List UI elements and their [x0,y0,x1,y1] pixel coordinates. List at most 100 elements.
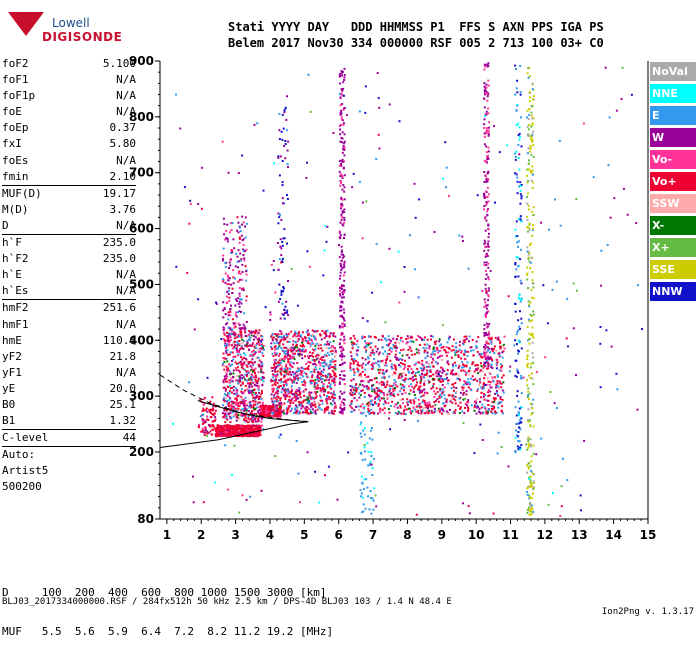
data-point [292,397,295,399]
data-point [277,222,280,225]
data-point [343,403,346,406]
data-point [451,401,454,404]
data-point [308,355,311,357]
data-point [271,390,274,393]
data-point [530,242,533,245]
data-point [527,180,530,183]
data-point [356,399,359,402]
data-point [250,400,253,403]
data-point [417,409,420,412]
data-point [304,339,307,342]
data-point [374,336,377,339]
data-point [314,379,317,382]
data-point [221,278,224,281]
data-point [528,244,531,247]
data-point [277,268,280,271]
data-point [215,301,217,304]
data-point [411,336,414,339]
data-point [285,333,288,336]
data-point [279,330,282,332]
data-point [286,197,289,200]
data-point [228,340,231,342]
data-point [294,346,297,349]
data-point [311,341,314,344]
data-point [223,358,226,361]
data-point [400,386,403,389]
data-point [342,224,345,227]
data-point [227,403,230,406]
data-point [353,342,356,345]
data-point [209,408,212,411]
data-point [341,223,344,226]
data-point [297,348,300,351]
data-point [443,390,446,393]
data-point [382,403,385,406]
data-point [228,287,231,290]
data-point [410,372,413,375]
data-point [461,235,464,238]
data-point [464,373,467,376]
data-point [516,422,519,425]
data-point [247,434,250,437]
data-point [254,378,257,381]
data-point [387,344,390,347]
data-point [452,365,455,368]
data-point [206,432,209,435]
data-point [282,393,285,396]
data-point [387,408,390,410]
data-point [532,452,535,455]
data-point [215,427,218,430]
data-point [279,407,282,410]
data-point [300,374,303,376]
data-point [373,353,375,356]
data-point [520,298,523,301]
data-point [599,342,602,345]
data-point [487,134,490,137]
data-point [255,375,258,378]
data-point [501,389,504,392]
data-point [342,184,345,186]
data-point [233,425,236,428]
data-point [370,351,373,354]
data-point [496,380,499,383]
data-point [342,148,345,151]
data-point [413,268,416,271]
data-point [532,485,535,488]
data-point [418,391,421,394]
data-point [353,358,356,361]
data-point [529,313,532,316]
data-point [203,419,206,422]
data-point [240,388,243,390]
data-point [332,366,335,369]
data-point [240,400,243,403]
data-point [381,372,384,375]
data-point [461,388,464,391]
data-point [313,330,316,333]
data-point [357,405,360,408]
data-point [278,174,281,177]
data-point [467,350,470,353]
data-point [253,345,256,348]
data-point [494,397,497,400]
data-point [377,360,380,363]
data-point [212,405,214,407]
data-point [242,254,245,257]
data-point [547,503,550,506]
data-point [516,368,519,371]
data-point [424,349,426,352]
data-point [370,363,373,366]
data-point [350,379,353,382]
data-point [235,315,238,318]
data-point [516,370,519,373]
data-point [321,349,324,352]
data-point [284,157,287,160]
ionogram-chart: 1 2 3 4 5 6 7 8 9 10 11 12 13 14 158020030040050060070… [129,54,656,542]
data-point [328,378,331,381]
data-point [375,242,378,245]
data-point [484,229,487,232]
data-point [350,393,353,396]
data-point [231,347,234,350]
data-point [231,251,234,254]
data-point [489,270,492,273]
data-point [487,395,490,397]
